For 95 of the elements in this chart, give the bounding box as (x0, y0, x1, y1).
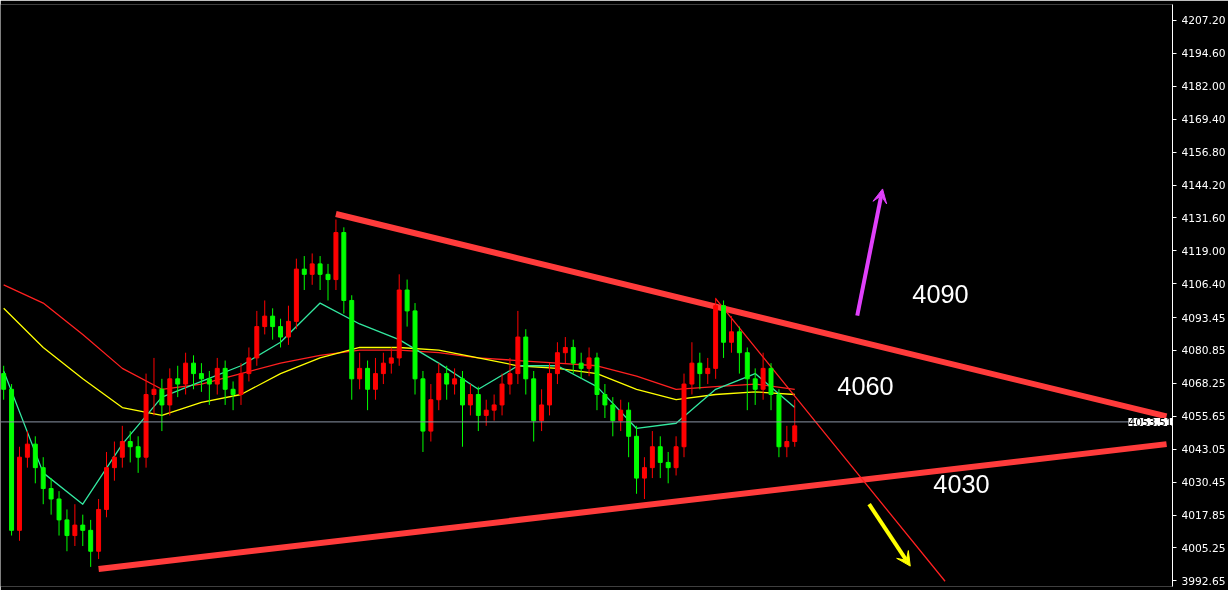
candlestick (119, 425, 125, 469)
y-tick-label: 4106.40 (1181, 277, 1226, 291)
candlestick (610, 396, 616, 437)
candlestick (183, 352, 189, 395)
candlestick (159, 378, 165, 432)
y-tick-label: 4194.60 (1181, 47, 1226, 61)
candlestick (32, 435, 38, 484)
candlestick (665, 451, 671, 484)
candlestick (365, 360, 371, 411)
candlestick (357, 352, 363, 390)
y-tick-label: 4055.65 (1181, 410, 1226, 424)
candlestick (238, 362, 244, 406)
candlestick (64, 508, 70, 552)
y-tick-label: 4182.00 (1181, 80, 1226, 94)
candlestick (111, 441, 117, 482)
y-tick-label: 4080.85 (1181, 344, 1226, 358)
candlestick (570, 339, 576, 375)
candlestick (80, 514, 86, 547)
candlestick (483, 399, 489, 427)
y-tick-label: 4169.40 (1181, 113, 1226, 127)
candlestick (278, 318, 284, 348)
candlestick (554, 341, 560, 385)
y-tick-label: 4068.25 (1181, 377, 1226, 391)
candlestick (586, 346, 592, 377)
y-tick-label: 4131.60 (1181, 211, 1226, 225)
y-tick-label: 3992.65 (1181, 574, 1226, 588)
candlestick (728, 315, 734, 354)
candlestick (301, 255, 307, 291)
candlestick (602, 383, 608, 419)
candlestick (657, 435, 663, 479)
candlestick (380, 352, 386, 385)
candlestick (72, 503, 78, 547)
candlestick (467, 383, 473, 416)
candlestick (40, 456, 46, 505)
candlestick (222, 360, 228, 406)
annotation: 4030 (933, 469, 990, 498)
candlestick (127, 430, 133, 463)
candlestick (270, 307, 276, 341)
candlestick (230, 380, 236, 411)
candlestick (618, 399, 624, 432)
candlestick (214, 357, 220, 395)
candlestick (151, 357, 157, 416)
candlestick (792, 399, 798, 448)
candlestick (452, 367, 458, 395)
candlestick (539, 388, 545, 432)
candlestick (736, 326, 742, 375)
candlestick (649, 430, 655, 479)
candlestick (641, 456, 647, 500)
candlestick (175, 365, 181, 398)
y-tick-label: 4017.85 (1181, 509, 1226, 523)
candlestick (760, 352, 766, 401)
y-tick-label: 4030.45 (1181, 476, 1226, 490)
ref-line-label: 4053.51 (1128, 415, 1173, 429)
candlestick (673, 435, 679, 476)
candlestick (562, 336, 568, 364)
line-series (3, 307, 796, 417)
candlestick (48, 477, 54, 516)
y-tick-label: 4043.05 (1181, 443, 1226, 457)
candlestick (24, 430, 30, 469)
candlestick (507, 357, 513, 395)
y-tick-label: 4207.20 (1181, 14, 1226, 28)
candlestick (317, 255, 323, 291)
candlestick (198, 362, 204, 393)
candlestick (491, 394, 497, 422)
candlestick (697, 352, 703, 390)
candlestick (705, 357, 711, 385)
candlestick (206, 370, 212, 406)
candlestick (404, 279, 410, 328)
candlestick (578, 352, 584, 380)
candlestick (388, 346, 394, 375)
annotation: 4060 (837, 371, 894, 400)
candlestick (475, 386, 481, 432)
candlestick (285, 305, 291, 346)
candlestick (373, 357, 378, 401)
candlestick (752, 367, 758, 406)
y-tick-label: 4093.45 (1181, 311, 1226, 325)
candlestick (689, 341, 695, 395)
y-tick-label: 4156.80 (1181, 146, 1226, 160)
candlestick (784, 425, 790, 458)
annotation: 4090 (912, 279, 969, 308)
candlestick (135, 435, 141, 474)
candlestick (191, 354, 196, 390)
candlestick (309, 252, 315, 286)
candlestick (246, 346, 252, 382)
candlestick (262, 299, 268, 335)
candlestick (325, 263, 331, 301)
candlestick (1, 365, 7, 401)
y-tick-label: 4144.20 (1181, 179, 1226, 192)
candlestick (88, 519, 94, 568)
line-series (3, 302, 796, 505)
candlestick (444, 365, 450, 401)
candlestick (56, 490, 62, 537)
y-tick-label: 4005.25 (1181, 541, 1226, 555)
candlestick (499, 373, 505, 416)
y-tick-label: 4119.00 (1181, 244, 1226, 258)
